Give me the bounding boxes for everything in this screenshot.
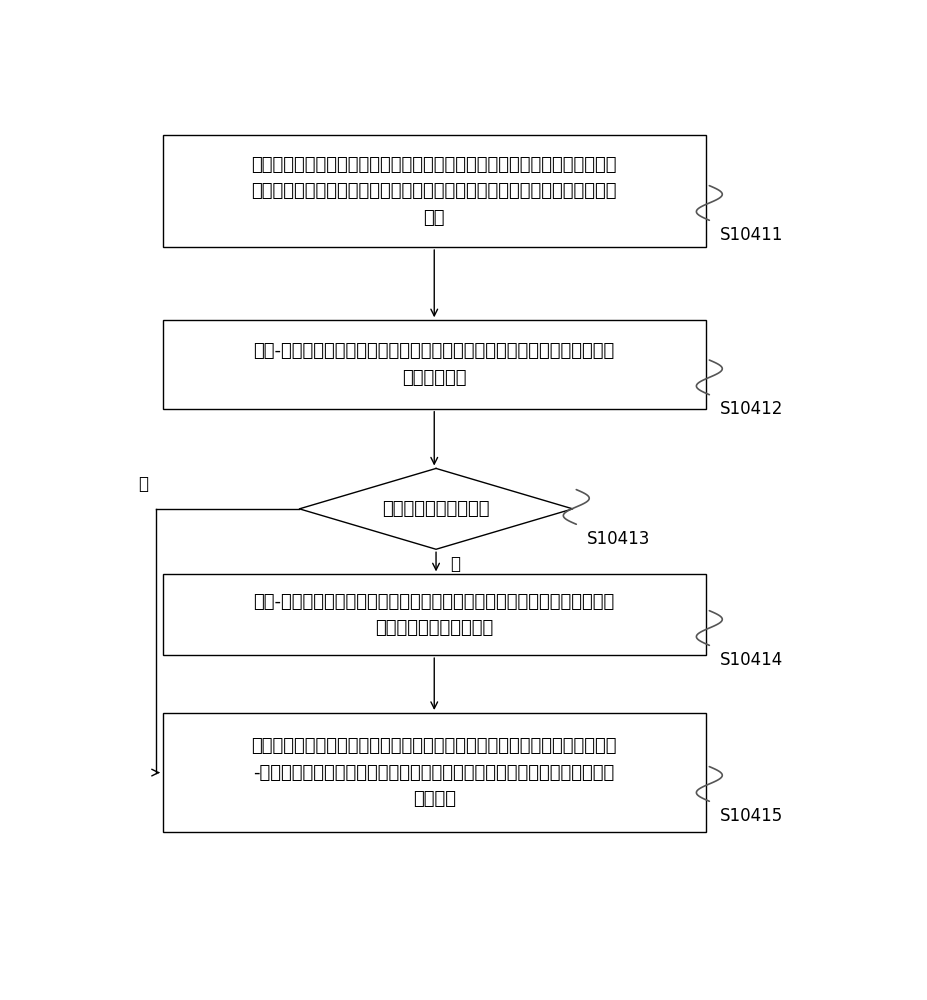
Text: 将蓄电池切换到放电模式，蓄电池根据第一电能分配方案释放部分电能，直流
-直流双向变换器将该部分电能进行升压处理，经双向逆变器转换为交流电后
供于负载: 将蓄电池切换到放电模式，蓄电池根据第一电能分配方案释放部分电能，直流 -直流双向… bbox=[251, 737, 616, 808]
Text: 直流-直流双向变换器将基于第一电能分配方案分配的第二部分光伏电能进行
降压处理后储存于蓄电池: 直流-直流双向变换器将基于第一电能分配方案分配的第二部分光伏电能进行 降压处理后… bbox=[253, 593, 615, 637]
Text: 蓄电池切换到充电模式: 蓄电池切换到充电模式 bbox=[382, 500, 489, 518]
Text: S10413: S10413 bbox=[587, 530, 650, 548]
Bar bbox=[162, 320, 705, 409]
Text: S10411: S10411 bbox=[719, 226, 782, 244]
Text: 否: 否 bbox=[138, 475, 148, 493]
Bar bbox=[162, 574, 705, 655]
Bar bbox=[162, 135, 705, 247]
Text: 是: 是 bbox=[450, 555, 460, 573]
Text: S10414: S10414 bbox=[719, 651, 782, 669]
Text: 直流-直流双向变换器根据光伏发电系统最大输出功率及负载供电需求切换蓄
电池工作模式: 直流-直流双向变换器根据光伏发电系统最大输出功率及负载供电需求切换蓄 电池工作模… bbox=[253, 342, 615, 387]
Text: S10415: S10415 bbox=[719, 807, 782, 825]
Bar bbox=[162, 713, 705, 832]
Text: S10412: S10412 bbox=[719, 400, 782, 418]
Text: 双向逆变器确定与电能分配控制装置所处离网供电模式匹配的第一电能分配方
案，将基于第一电能分配方案分配到的第一部分光伏电能转换为交流电后供于
负载: 双向逆变器确定与电能分配控制装置所处离网供电模式匹配的第一电能分配方 案，将基于… bbox=[251, 156, 616, 227]
